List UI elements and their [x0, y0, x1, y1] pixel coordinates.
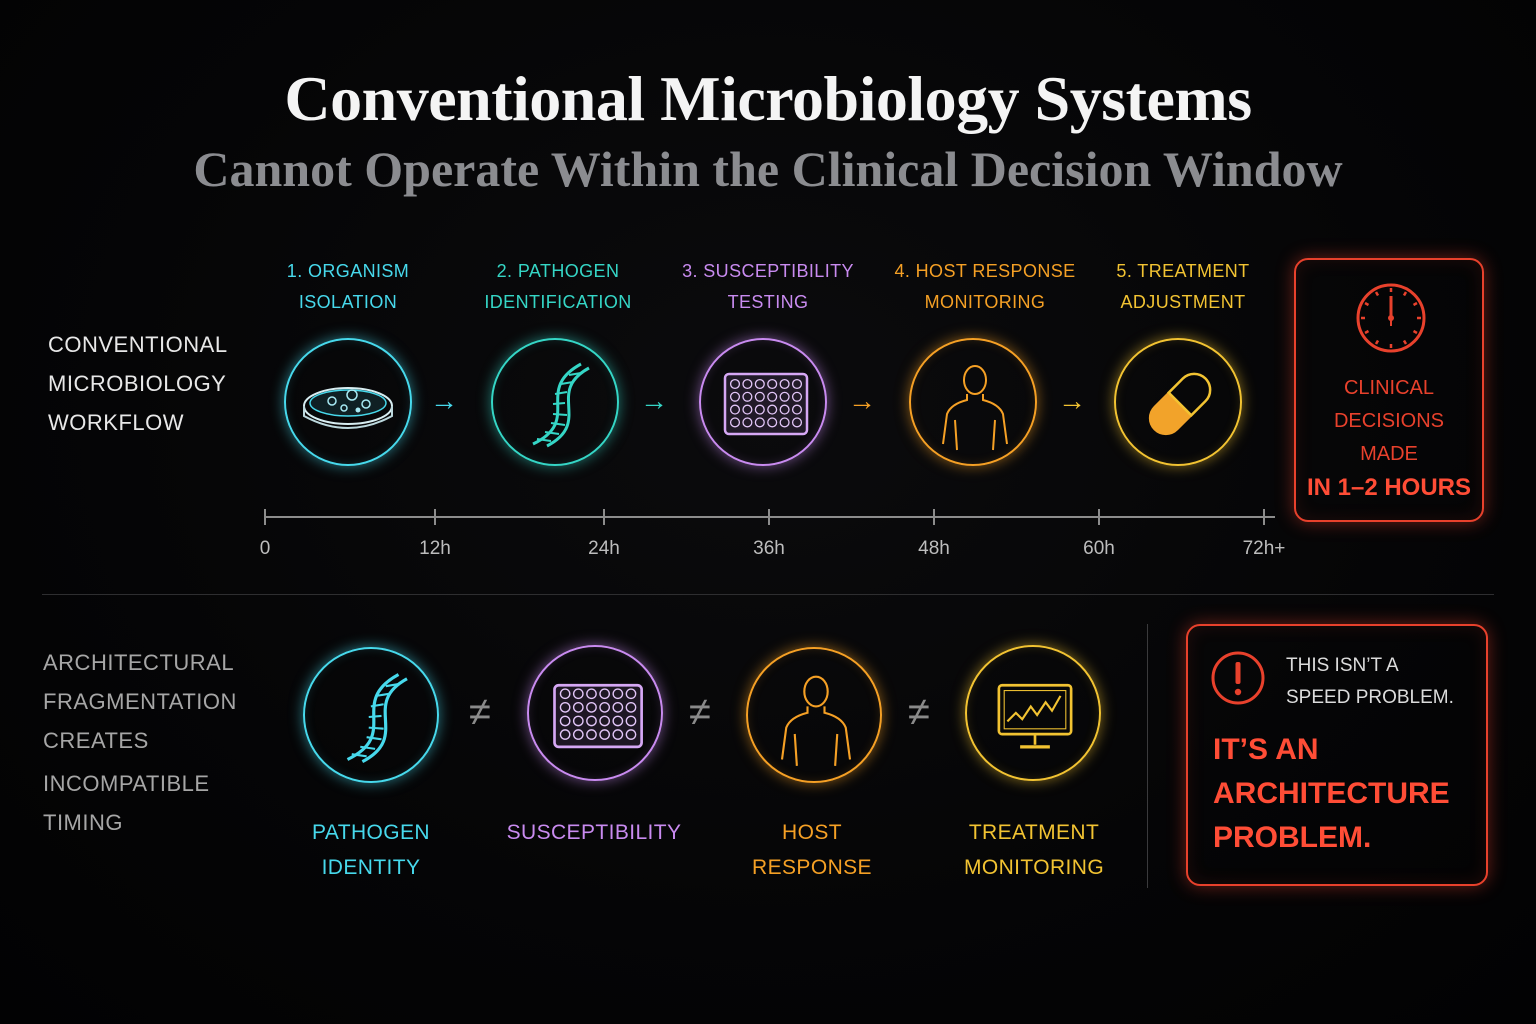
- timeline-tick-mark: [1098, 509, 1100, 525]
- fragment-label-pathogen-identity: PATHOGEN IDENTITY: [261, 815, 481, 885]
- well-plate-icon: [723, 372, 809, 436]
- step-label-treatment-adjustment: 5. TREATMENT ADJUSTMENT: [1073, 256, 1293, 318]
- page-subtitle: Cannot Operate Within the Clinical Decis…: [193, 141, 1343, 197]
- workflow-side-label-line: CONVENTIONAL: [48, 332, 228, 357]
- fragmentation-side-label: ARCHITECTURAL FRAGMENTATION CREATES INCO…: [43, 643, 237, 842]
- fragment-label-susceptibility: SUSCEPTIBILITY: [484, 815, 704, 850]
- fragment-circle-treatment-monitoring: [965, 645, 1101, 781]
- fragment-label-line: TREATMENT: [968, 821, 1100, 844]
- fragment-circle-pathogen-identity: [303, 647, 439, 783]
- clinical-decision-text: CLINICAL DECISIONS MADE: [1296, 372, 1482, 471]
- timeline-tick-label: 60h: [1083, 538, 1115, 559]
- timeline-tick-label: 36h: [753, 538, 785, 559]
- problem-small-line: THIS ISN’T A: [1286, 655, 1399, 676]
- timeline-tick-mark: [1263, 509, 1265, 525]
- timeline-tick-mark: [933, 509, 935, 525]
- step-circle-host-response-monitoring: [909, 338, 1037, 466]
- problem-big-line: IT’S AN: [1213, 733, 1319, 766]
- workflow-arrow: →: [640, 385, 668, 416]
- step-circle-pathogen-identification: [491, 338, 619, 466]
- vertical-divider: [1147, 624, 1148, 888]
- alert-icon: [1211, 651, 1265, 705]
- fragmentation-side-label-line: ARCHITECTURAL: [43, 650, 235, 675]
- not-equal-sign: ≠: [689, 690, 711, 734]
- step-circle-susceptibility-testing: [699, 338, 827, 466]
- step-circle-organism-isolation: [284, 338, 412, 466]
- human-torso-icon: [780, 675, 852, 766]
- fragment-label-line: IDENTITY: [321, 856, 421, 879]
- fragmentation-side-label-line: FRAGMENTATION: [43, 689, 237, 714]
- human-torso-icon: [942, 365, 1008, 451]
- clinical-decision-line: CLINICAL: [1343, 377, 1435, 399]
- clock-icon: [1356, 283, 1426, 353]
- timeline-tick-label: 48h: [918, 538, 950, 559]
- timeline-tick-mark: [264, 509, 266, 525]
- fragment-label-host-response: HOST RESPONSE: [702, 815, 922, 885]
- fragmentation-side-label-line: CREATES: [43, 728, 149, 753]
- step-label-line: ADJUSTMENT: [1120, 292, 1246, 312]
- workflow-arrow: →: [430, 385, 458, 416]
- step-label-line: TESTING: [727, 292, 809, 312]
- workflow-arrow: →: [1058, 385, 1086, 416]
- problem-box: THIS ISN’T A SPEED PROBLEM. IT’S AN ARCH…: [1186, 624, 1488, 886]
- timeline-tick-label: 72h+: [1242, 538, 1286, 559]
- timeline-tick-label: 0: [259, 538, 271, 559]
- clinical-decision-line: DECISIONS: [1333, 410, 1445, 432]
- timeline-tick-mark: [768, 509, 770, 525]
- not-equal-sign: ≠: [908, 690, 930, 734]
- step-label-organism-isolation: 1. ORGANISM ISOLATION: [238, 256, 458, 318]
- step-label-line: 1. ORGANISM: [286, 261, 410, 281]
- fragment-circle-host-response: [746, 647, 882, 783]
- step-label-susceptibility-testing: 3. SUSCEPTIBILITY TESTING: [658, 256, 878, 318]
- clinical-decision-line: MADE: [1360, 443, 1418, 465]
- timeline-axis: [265, 516, 1275, 518]
- step-label-line: IDENTIFICATION: [484, 292, 632, 312]
- workflow-side-label: CONVENTIONAL MICROBIOLOGY WORKFLOW: [48, 325, 228, 442]
- monitor-chart-icon: [997, 683, 1073, 749]
- workflow-side-label-line: MICROBIOLOGY: [48, 371, 227, 396]
- fragment-label-treatment-monitoring: TREATMENT MONITORING: [924, 815, 1144, 885]
- not-equal-sign: ≠: [469, 690, 491, 734]
- problem-small-text: THIS ISN’T A SPEED PROBLEM.: [1286, 650, 1454, 714]
- fragment-label-line: SUSCEPTIBILITY: [506, 821, 682, 844]
- workflow-arrow: →: [848, 385, 876, 416]
- step-label-line: ISOLATION: [298, 292, 398, 312]
- fragment-label-line: HOST: [782, 821, 842, 844]
- clinical-decision-emphasis: IN 1–2 HOURS: [1306, 474, 1472, 501]
- well-plate-icon: [553, 683, 643, 749]
- step-label-line: 3. SUSCEPTIBILITY: [682, 261, 854, 281]
- capsule-icon: [1148, 372, 1212, 436]
- timeline-tick-mark: [434, 509, 436, 525]
- timeline-tick-mark: [603, 509, 605, 525]
- timeline-tick-label: 24h: [588, 538, 620, 559]
- step-label-line: 2. PATHOGEN: [496, 261, 620, 281]
- fragment-label-line: MONITORING: [963, 856, 1105, 879]
- step-label-line: MONITORING: [924, 292, 1046, 312]
- dna-icon: [532, 362, 590, 448]
- problem-big-text: IT’S AN ARCHITECTURE PROBLEM.: [1213, 728, 1450, 860]
- problem-big-line: PROBLEM.: [1213, 821, 1372, 854]
- problem-small-line: SPEED PROBLEM.: [1286, 687, 1454, 708]
- clinical-decision-box: CLINICAL DECISIONS MADE IN 1–2 HOURS: [1294, 258, 1484, 522]
- page-title: Conventional Microbiology Systems: [284, 63, 1252, 134]
- step-label-line: 5. TREATMENT: [1116, 261, 1250, 281]
- fragment-circle-susceptibility: [527, 645, 663, 781]
- fragment-label-line: RESPONSE: [752, 856, 872, 879]
- petri-dish-icon: [303, 387, 393, 429]
- fragment-label-line: PATHOGEN: [312, 821, 430, 844]
- step-label-host-response-monitoring: 4. HOST RESPONSE MONITORING: [875, 256, 1095, 318]
- problem-big-line: ARCHITECTURE: [1213, 777, 1450, 810]
- step-label-line: 4. HOST RESPONSE: [894, 261, 1076, 281]
- timeline-tick-label: 12h: [419, 538, 451, 559]
- workflow-side-label-line: WORKFLOW: [48, 410, 184, 435]
- fragmentation-side-label-line: TIMING: [43, 810, 123, 835]
- section-divider: [42, 594, 1494, 595]
- dna-icon: [346, 673, 408, 764]
- fragmentation-side-label-line: INCOMPATIBLE: [43, 771, 210, 796]
- step-label-pathogen-identification: 2. PATHOGEN IDENTIFICATION: [448, 256, 668, 318]
- step-circle-treatment-adjustment: [1114, 338, 1242, 466]
